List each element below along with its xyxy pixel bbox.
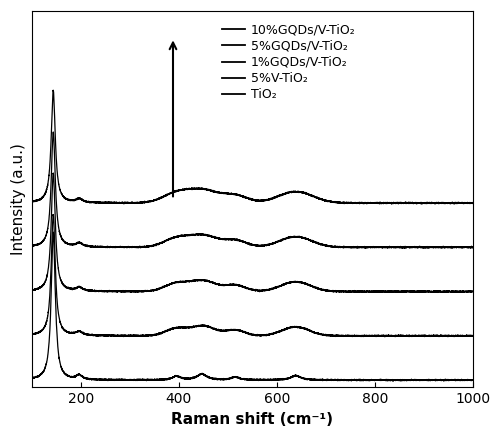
Y-axis label: Intensity (a.u.): Intensity (a.u.) (11, 143, 26, 255)
X-axis label: Raman shift (cm⁻¹): Raman shift (cm⁻¹) (171, 412, 333, 427)
Legend: 10%GQDs/V-TiO₂, 5%GQDs/V-TiO₂, 1%GQDs/V-TiO₂, 5%V-TiO₂, TiO₂: 10%GQDs/V-TiO₂, 5%GQDs/V-TiO₂, 1%GQDs/V-… (217, 19, 360, 106)
